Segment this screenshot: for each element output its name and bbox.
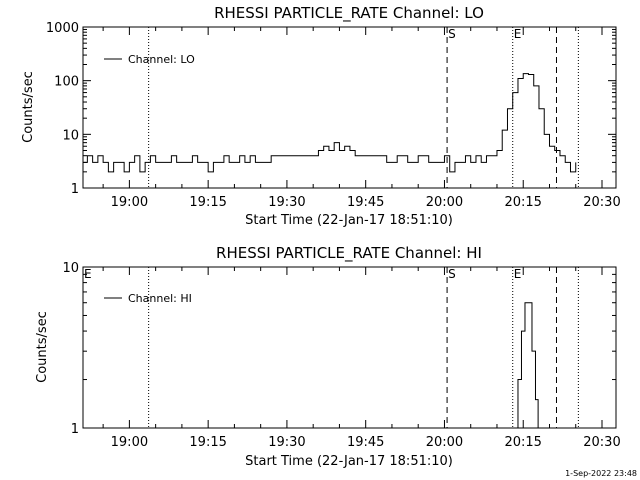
x-axis-label-hi: Start Time (22-Jan-17 18:51:10) [245, 454, 453, 469]
chart-title-hi: RHESSI PARTICLE_RATE Channel: HI [216, 244, 482, 263]
panel-hi-ticks: 19:00 19:15 19:30 19:45 20:00 20:15 20:30 1 10 [62, 261, 620, 450]
x-tick-label-lo-1: 19:15 [189, 195, 226, 210]
series-line-lo-0 [83, 73, 577, 173]
y-tick-label-hi-0: 1 [71, 422, 79, 437]
x-axis-label-lo: Start Time (22-Jan-17 18:51:10) [245, 213, 453, 228]
y-tick-label-lo-1: 10 [62, 128, 79, 143]
x-tick-label-hi-6: 20:30 [583, 435, 620, 450]
x-tick-label-hi-4: 20:00 [426, 435, 463, 450]
event-marker-label-lo-1: E [514, 27, 522, 41]
legend-label-hi: Channel: HI [128, 292, 192, 305]
legend-label-lo: Channel: LO [128, 53, 195, 66]
event-marker-label-hi-2: E [514, 267, 522, 281]
y-tick-label-hi-1: 10 [62, 261, 79, 276]
y-tick-label-lo-0: 1 [71, 182, 79, 197]
axes-box-lo [82, 26, 617, 189]
x-tick-label-lo-5: 20:15 [504, 195, 541, 210]
axes-box-hi [82, 266, 617, 429]
x-tick-label-hi-1: 19:15 [189, 435, 226, 450]
x-tick-label-hi-3: 19:45 [347, 435, 384, 450]
panel-hi: RHESSI PARTICLE_RATE Channel: HI E S E 19:… [35, 244, 621, 469]
y-axis-label-lo: Counts/sec [21, 71, 36, 143]
legend-hi: Channel: HI [104, 292, 192, 305]
event-marker-label-hi-1: S [448, 267, 456, 281]
footer-timestamp: 1-Sep-2022 23:48 [565, 469, 637, 478]
x-tick-label-lo-4: 20:00 [426, 195, 463, 210]
event-marker-label-lo-0: S [448, 27, 456, 41]
x-tick-label-lo-3: 19:45 [347, 195, 384, 210]
event-marker-label-hi-0: E [84, 267, 92, 281]
chart-title-lo: RHESSI PARTICLE_RATE Channel: LO [214, 4, 484, 23]
x-tick-label-hi-5: 20:15 [504, 435, 541, 450]
x-tick-label-hi-0: 19:00 [111, 435, 148, 450]
x-tick-label-hi-2: 19:30 [268, 435, 305, 450]
legend-lo: Channel: LO [104, 53, 195, 66]
x-tick-label-lo-2: 19:30 [268, 195, 305, 210]
y-tick-label-lo-2: 100 [54, 75, 79, 90]
y-tick-label-lo-3: 1000 [46, 21, 79, 36]
x-tick-label-lo-0: 19:00 [111, 195, 148, 210]
y-axis-label-hi: Counts/sec [35, 311, 50, 383]
x-tick-label-lo-6: 20:30 [583, 195, 620, 210]
series-line-hi-0 [514, 302, 539, 429]
panel-lo-ticks: 19:00 19:15 19:30 19:45 20:00 20:15 20:30 1 10 10… [46, 21, 621, 210]
